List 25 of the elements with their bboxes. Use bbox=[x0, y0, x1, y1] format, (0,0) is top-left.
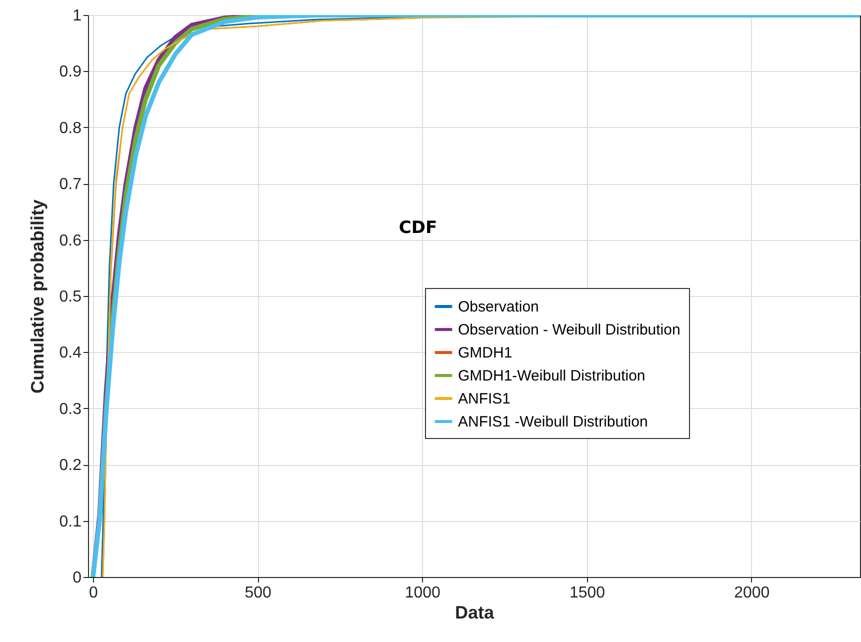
y-tick-label: 0.8 bbox=[59, 120, 82, 137]
x-tick-label: 0 bbox=[88, 584, 98, 602]
x-tick-label: 500 bbox=[244, 584, 272, 602]
y-tick-label: 0.4 bbox=[59, 344, 82, 362]
y-tick-label: 0.3 bbox=[59, 400, 82, 418]
legend-label: GMDH1 bbox=[458, 344, 512, 362]
annotation: CDF bbox=[398, 218, 438, 238]
legend-label: Observation bbox=[458, 298, 539, 316]
legend-label: GMDH1-Weibull Distribution bbox=[458, 368, 646, 384]
legend-label: ANFIS1 bbox=[458, 390, 511, 408]
y-tick-label: 1 bbox=[72, 8, 82, 24]
x-tick-label: 1500 bbox=[569, 584, 606, 602]
x-axis-title: Data bbox=[454, 602, 495, 622]
y-tick-label: 0.7 bbox=[59, 176, 82, 194]
y-tick-label: 0.2 bbox=[59, 457, 82, 474]
legend-label: ANFIS1 -Weibull Distribution bbox=[458, 414, 648, 430]
y-tick-label: 0.6 bbox=[59, 232, 82, 250]
y-tick-label: 0 bbox=[72, 570, 82, 586]
legend-label: Observation - Weibull Distribution bbox=[458, 322, 680, 338]
y-tick-label: 0.5 bbox=[59, 288, 82, 306]
y-axis-title: Cumulative probability bbox=[27, 199, 48, 394]
y-tick-label: 0.9 bbox=[59, 64, 82, 81]
x-tick-label: 1000 bbox=[404, 584, 441, 602]
y-tick-label: 0.1 bbox=[59, 513, 82, 530]
x-tick-label: 2000 bbox=[734, 584, 770, 602]
